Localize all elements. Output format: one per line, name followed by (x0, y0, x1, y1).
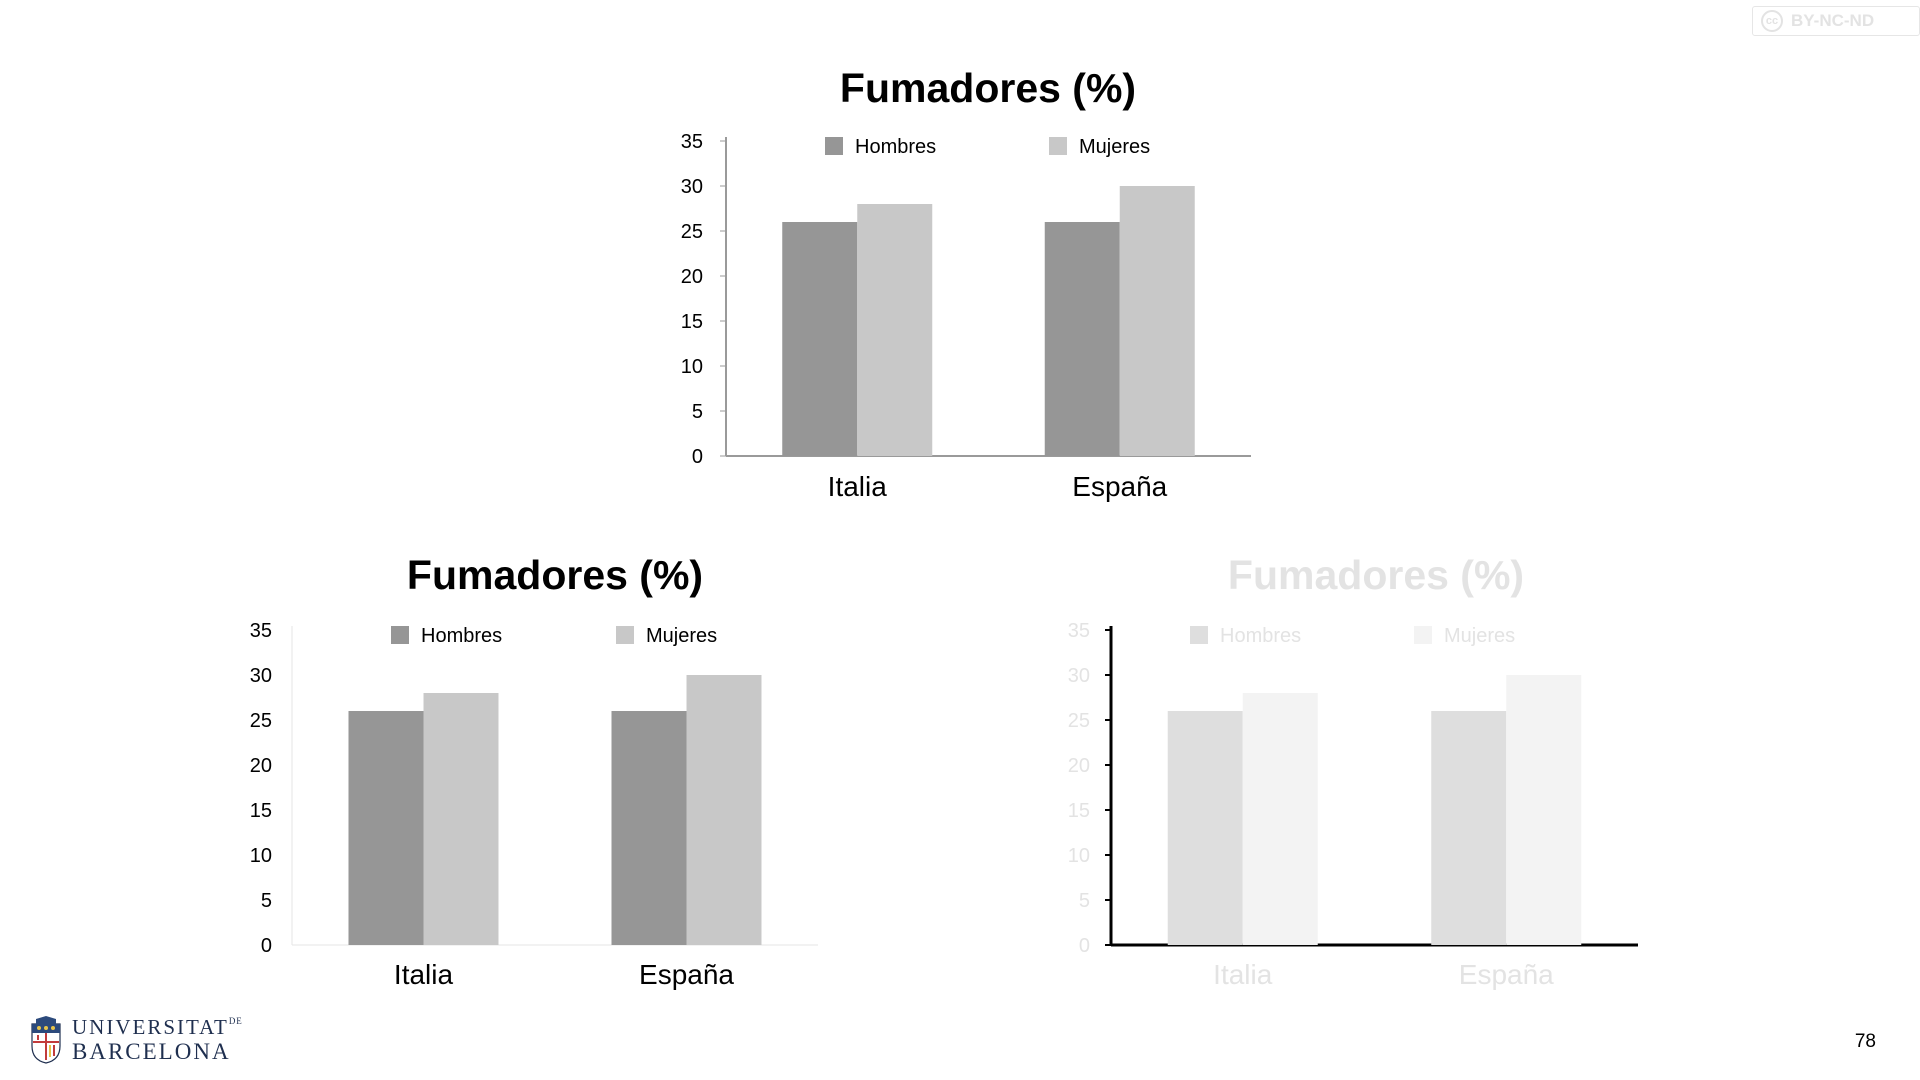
y-tick-label: 25 (1068, 710, 1090, 732)
legend-label-mujeres: Mujeres (1444, 625, 1515, 647)
bar-hombres-españa (1431, 711, 1507, 945)
x-category-label: Italia (394, 959, 454, 990)
y-tick-label: 20 (681, 266, 703, 288)
bar-hombres-españa (1044, 222, 1120, 456)
y-tick-label: 25 (681, 221, 703, 243)
legend-label-mujeres: Mujeres (1079, 136, 1150, 158)
chart-title: Fumadores (%) (1228, 552, 1524, 598)
cc-license-icon: cc (1761, 10, 1783, 32)
logo-line1-suffix: DE (228, 1016, 243, 1026)
chart-title: Fumadores (%) (840, 65, 1136, 111)
logo-line2: BARCELONA (72, 1039, 231, 1064)
x-category-label: Italia (1213, 959, 1273, 990)
y-tick-label: 0 (261, 935, 272, 957)
legend-label-mujeres: Mujeres (646, 625, 717, 647)
license-text: BY-NC-ND (1791, 11, 1875, 30)
y-tick-label: 30 (1068, 665, 1090, 687)
y-tick-label: 5 (261, 890, 272, 912)
y-tick-label: 10 (681, 356, 703, 378)
chart-title: Fumadores (%) (407, 552, 703, 598)
legend-swatch-mujeres (1049, 137, 1067, 155)
y-tick-label: 15 (250, 800, 272, 822)
y-tick-label: 35 (250, 620, 272, 642)
y-tick-label: 20 (1068, 755, 1090, 777)
y-tick-label: 30 (681, 176, 703, 198)
legend-label-hombres: Hombres (1220, 625, 1301, 647)
logo-line1: UNIVERSITAT (72, 1015, 229, 1039)
y-tick-label: 15 (1068, 800, 1090, 822)
bar-hombres-italia (782, 222, 858, 456)
bar-mujeres-italia (423, 693, 499, 945)
bar-mujeres-españa (686, 675, 762, 945)
x-category-label: España (1072, 471, 1167, 502)
y-tick-label: 20 (250, 755, 272, 777)
y-tick-label: 5 (692, 401, 703, 423)
legend-swatch-mujeres (616, 626, 634, 644)
y-tick-label: 30 (250, 665, 272, 687)
y-tick-label: 5 (1079, 890, 1090, 912)
x-category-label: Italia (828, 471, 888, 502)
legend-swatch-mujeres (1414, 626, 1432, 644)
legend-label-hombres: Hombres (421, 625, 502, 647)
bar-mujeres-españa (1506, 675, 1582, 945)
license-badge: cc BY-NC-ND (1752, 6, 1920, 36)
x-category-label: España (639, 959, 734, 990)
x-category-label: España (1459, 959, 1554, 990)
y-tick-label: 35 (681, 131, 703, 153)
university-logo: UNIVERSITATDE BARCELONA (30, 1016, 243, 1064)
page-number: 78 (1854, 1031, 1876, 1052)
y-tick-label: 35 (1068, 620, 1090, 642)
y-tick-label: 10 (1068, 845, 1090, 867)
y-tick-label: 10 (250, 845, 272, 867)
y-tick-label: 0 (1079, 935, 1090, 957)
bar-mujeres-italia (857, 204, 933, 456)
bar-mujeres-españa (1119, 186, 1195, 456)
y-tick-label: 15 (681, 311, 703, 333)
university-shield-icon (31, 1016, 61, 1064)
legend-swatch-hombres (1190, 626, 1208, 644)
legend-swatch-hombres (825, 137, 843, 155)
bar-mujeres-italia (1242, 693, 1318, 945)
y-tick-label: 0 (692, 446, 703, 468)
y-tick-label: 25 (250, 710, 272, 732)
legend-label-hombres: Hombres (855, 136, 936, 158)
logo-text: UNIVERSITATDE BARCELONA (72, 1015, 243, 1064)
legend-swatch-hombres (391, 626, 409, 644)
bar-hombres-italia (1167, 711, 1243, 945)
bar-hombres-italia (348, 711, 424, 945)
bar-hombres-españa (611, 711, 687, 945)
